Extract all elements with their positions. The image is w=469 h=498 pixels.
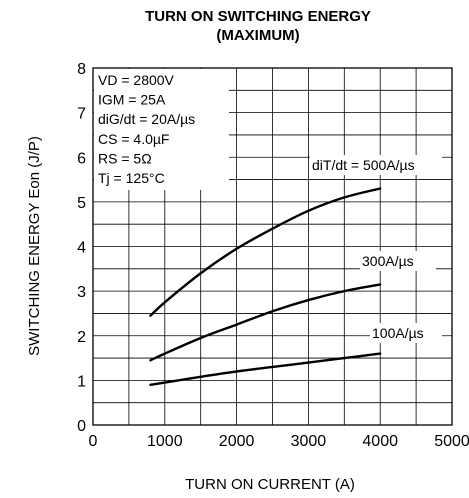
- y-tick-label: 5: [77, 195, 86, 212]
- x-tick-label: 2000: [219, 433, 255, 450]
- series-label-background: [370, 323, 442, 343]
- tick-labels: 0 1000 2000 3000 4000 5000 0 1 2 3 4 5 6 7 8: [77, 61, 469, 450]
- chart-title-line-2: (MAXIMUM): [216, 27, 299, 44]
- chart-title-line-1: TURN ON SWITCHING ENERGY: [145, 8, 371, 25]
- series-label: 300A/µs: [362, 253, 414, 269]
- conditions-box-background: [94, 69, 229, 190]
- y-tick-label: 2: [77, 329, 86, 346]
- condition-text: CS = 4.0µF: [98, 131, 169, 147]
- condition-text: IGM = 25A: [98, 92, 166, 108]
- axes: [92, 67, 453, 426]
- x-tick-label: 5000: [434, 433, 469, 450]
- y-tick-label: 3: [77, 284, 86, 301]
- series-labels: diT/dt = 500A/µs 300A/µs 100A/µs: [310, 155, 442, 343]
- x-tick-label: 4000: [362, 433, 398, 450]
- condition-text: Tj = 125°C: [98, 170, 165, 186]
- x-tick-label: 1000: [147, 433, 183, 450]
- y-axis-label: SWITCHING ENERGY Eon (J/P): [26, 136, 43, 356]
- conditions-box: VD = 2800V IGM = 25A diG/dt = 20A/µs CS = 4…: [94, 69, 229, 190]
- condition-text: VD = 2800V: [98, 72, 175, 88]
- y-tick-label: 1: [77, 373, 86, 390]
- series-label-background: [310, 155, 442, 175]
- series-label: diT/dt = 500A/µs: [312, 157, 415, 173]
- y-tick-label: 4: [77, 240, 86, 257]
- x-tick-label: 3000: [291, 433, 327, 450]
- y-tick-label: 7: [77, 106, 86, 123]
- series-line: [149, 352, 382, 387]
- y-tick-label: 8: [77, 61, 86, 78]
- x-tick-label: 0: [89, 433, 98, 450]
- series-line: [149, 187, 382, 317]
- plot-frame: [92, 67, 453, 426]
- series-label: 100A/µs: [372, 325, 424, 341]
- condition-text: diG/dt = 20A/µs: [98, 111, 195, 127]
- y-tick-label: 6: [77, 150, 86, 167]
- series-lines: [149, 187, 382, 387]
- series-label-background: [360, 251, 436, 271]
- y-tick-label: 0: [77, 418, 86, 435]
- x-axis-label: TURN ON CURRENT (A): [185, 476, 355, 493]
- chart-title: TURN ON SWITCHING ENERGY (MAXIMUM): [145, 8, 371, 44]
- series-line: [149, 283, 382, 362]
- condition-text: RS = 5Ω: [98, 150, 152, 166]
